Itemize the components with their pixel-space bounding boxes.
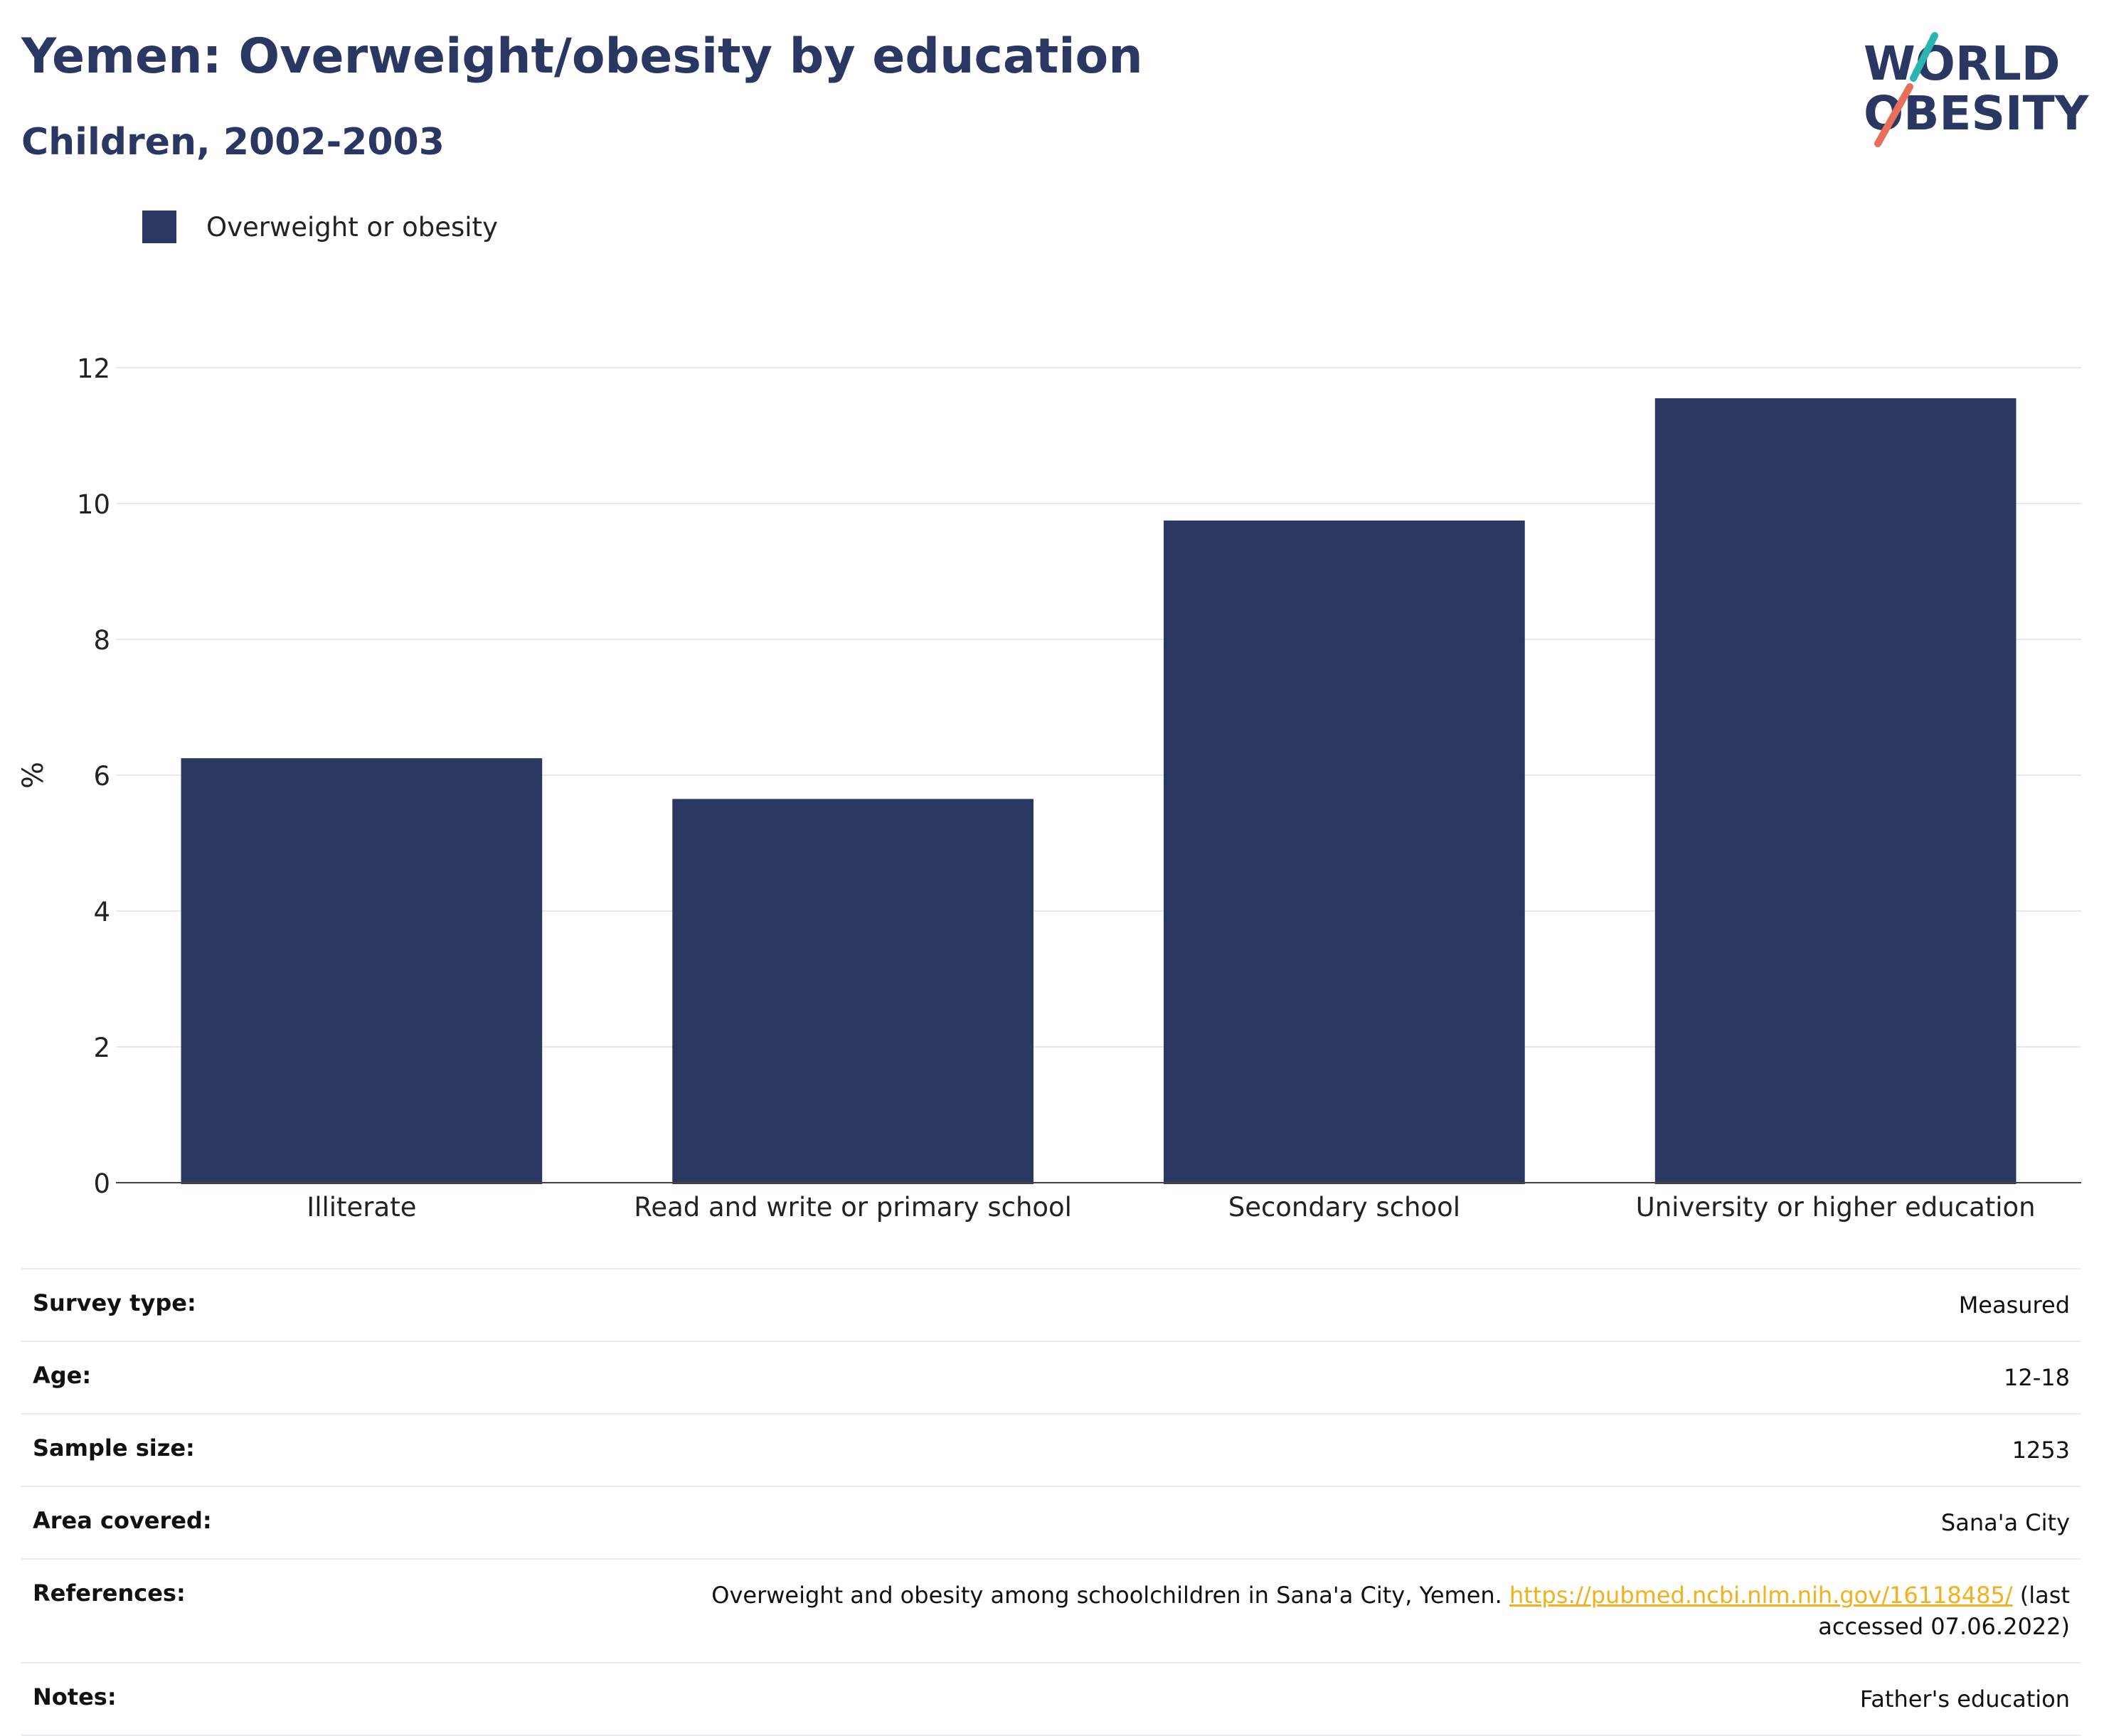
legend-label: Overweight or obesity xyxy=(206,211,498,243)
bar-read-and-write-or-primary-school[interactable] xyxy=(672,799,1034,1184)
x-tick-label: Read and write or primary school xyxy=(634,1192,1072,1223)
info-row-notes: Notes: Father's education xyxy=(21,1663,2081,1736)
reference-text: Overweight and obesity among schoolchild… xyxy=(711,1582,1502,1609)
references-value: Overweight and obesity among schoolchild… xyxy=(612,1580,2070,1642)
info-row-survey-type: Survey type: Measured xyxy=(21,1269,2081,1342)
logo-slash-teal xyxy=(1910,32,1938,82)
age-label: Age: xyxy=(33,1362,92,1389)
x-tick-label: Secondary school xyxy=(1228,1192,1460,1223)
logo-slash-coral xyxy=(1874,83,1913,147)
reference-link[interactable]: https://pubmed.ncbi.nlm.nih.gov/16118485… xyxy=(1509,1582,2013,1609)
bar-university-or-higher-education[interactable] xyxy=(1654,398,2017,1184)
logo-word-world: WORLD xyxy=(1864,36,2061,91)
info-row-sample-size: Sample size: 1253 xyxy=(21,1415,2081,1487)
bar-secondary-school[interactable] xyxy=(1164,520,1525,1184)
survey-info-table: Survey type: Measured Age: 12-18 Sample … xyxy=(21,1268,2081,1736)
y-tick-label: 12 xyxy=(77,353,110,384)
notes-label: Notes: xyxy=(33,1683,117,1710)
bar-illiterate[interactable] xyxy=(181,758,543,1184)
sample-size-value: 1253 xyxy=(2012,1437,2070,1464)
legend-swatch xyxy=(142,211,176,243)
area-value: Sana'a City xyxy=(1940,1509,2070,1536)
x-tick-label: Illiterate xyxy=(307,1192,416,1223)
references-label: References: xyxy=(33,1580,186,1607)
y-tick-label: 0 xyxy=(93,1168,110,1199)
survey-type-value: Measured xyxy=(1958,1292,2070,1319)
chart-title: Yemen: Overweight/obesity by education xyxy=(21,28,1143,85)
chart-subtitle: Children, 2002-2003 xyxy=(21,121,445,164)
bars xyxy=(181,398,2017,1184)
y-tick-label: 8 xyxy=(93,625,110,656)
y-tick-label: 4 xyxy=(93,897,110,927)
sample-size-label: Sample size: xyxy=(33,1434,195,1461)
reference-suffix: (last accessed 07.06.2022) xyxy=(1818,1582,2070,1640)
x-axis-ticks: Illiterate Read and write or primary scho… xyxy=(307,1192,2035,1223)
bar-chart: 0 2 4 6 8 10 12 Illiterate Read and write or pr… xyxy=(17,353,2081,1223)
area-label: Area covered: xyxy=(33,1507,212,1534)
y-tick-label: 6 xyxy=(93,761,110,792)
info-row-area: Area covered: Sana'a City xyxy=(21,1487,2081,1560)
y-axis-ticks: 0 2 4 6 8 10 12 xyxy=(77,353,110,1199)
y-axis-label: % xyxy=(17,762,50,789)
y-tick-label: 2 xyxy=(93,1033,110,1063)
survey-type-label: Survey type: xyxy=(33,1289,196,1316)
y-tick-label: 10 xyxy=(77,489,110,520)
notes-value: Father's education xyxy=(1859,1686,2070,1713)
x-tick-label: University or higher education xyxy=(1636,1192,2036,1223)
info-row-age: Age: 12-18 xyxy=(21,1342,2081,1415)
chart-legend[interactable]: Overweight or obesity xyxy=(142,211,498,243)
world-obesity-logo: WORLD OBESITY xyxy=(1864,32,2090,147)
age-value: 12-18 xyxy=(2004,1364,2070,1391)
info-row-references: References: Overweight and obesity among… xyxy=(21,1560,2081,1663)
